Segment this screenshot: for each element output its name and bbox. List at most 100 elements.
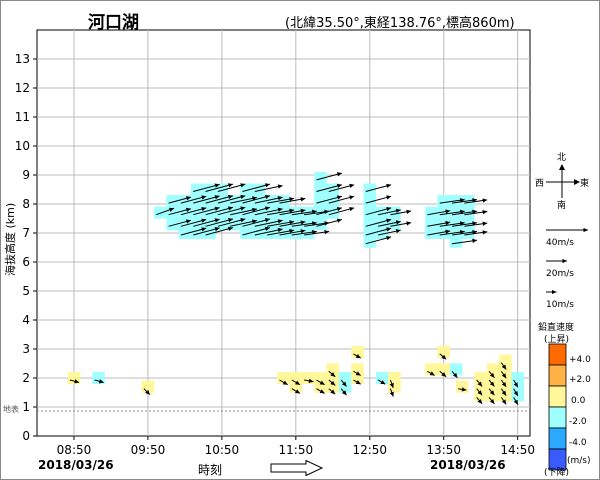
obs-cell (264, 206, 278, 219)
obs-cell (240, 206, 253, 219)
obs-cell (240, 218, 253, 231)
wind-arrow (316, 218, 342, 227)
wind-arrow (69, 379, 80, 384)
wind-arrow (168, 207, 192, 216)
wind-arrow (180, 227, 207, 236)
obs-cell (363, 206, 377, 219)
wind-arrow (230, 196, 258, 204)
obs-cell (425, 218, 438, 231)
wind-arrow (353, 379, 361, 385)
wind-arrow (205, 226, 234, 236)
compass-south: 南 (557, 201, 567, 211)
vv-legend-bottom-note: (下降) (544, 468, 570, 478)
wind-arrow (328, 388, 336, 395)
wind-arrow (500, 388, 507, 396)
date-left: 2018/03/26 (38, 458, 114, 472)
x-tick-label: 10:50 (205, 443, 240, 457)
wind-arrow (205, 183, 234, 192)
wind-arrow (193, 226, 220, 236)
compass-east: 東 (580, 179, 590, 189)
obs-cell (388, 372, 401, 384)
vv-label-m2: -2.0 (569, 417, 587, 427)
wind-arrow (291, 209, 317, 216)
wind-arrow (353, 370, 361, 376)
obs-cell (314, 171, 327, 184)
wind-arrow (267, 220, 295, 227)
wind-scale-10: 10m/s (546, 300, 574, 310)
station-title: 河口湖 (88, 13, 139, 33)
wind-arrow (451, 229, 478, 236)
wind-arrow (476, 379, 483, 387)
wind-arrow (513, 397, 519, 405)
wind-arrow (242, 218, 271, 227)
wind-arrow (291, 388, 301, 394)
wind-arrow (267, 196, 295, 204)
wind-scale-40: 40m/s (546, 238, 574, 248)
wind-arrow (193, 183, 220, 192)
wind-arrow (458, 387, 467, 392)
wind-arrow (193, 218, 220, 227)
vv-label-0: 0.0 (571, 396, 586, 406)
wind-arrow (328, 195, 355, 204)
date-right: 2018/03/26 (430, 458, 506, 472)
wind-arrow (304, 378, 314, 384)
wind-arrow (316, 379, 325, 386)
wind-arrow (427, 209, 451, 216)
legend-layer (546, 164, 588, 471)
arrow-layer (69, 172, 519, 405)
obs-cell (437, 195, 450, 208)
vv-label-p2: +2.0 (569, 375, 591, 385)
wind-arrow (365, 195, 392, 204)
y-tick-label: 6 (22, 255, 30, 269)
ground-label: 地表 (3, 405, 19, 414)
x-tick-label: 08:50 (57, 443, 92, 457)
wind-arrow (513, 379, 519, 388)
wind-arrow (488, 397, 495, 405)
wind-arrow (365, 235, 392, 245)
y-tick-label: 7 (22, 226, 30, 240)
x-tick-label: 12:50 (352, 443, 387, 457)
wind-arrow (217, 218, 246, 227)
obs-cell (511, 372, 524, 384)
wind-arrow (316, 206, 342, 216)
vv-color-swatch (548, 448, 567, 471)
wind-arrow (254, 227, 283, 236)
wind-arrow (377, 220, 401, 227)
wind-arrow (476, 388, 483, 396)
obs-cell (314, 183, 327, 196)
wind-arrow (513, 388, 519, 397)
wind-arrow (451, 221, 478, 227)
vv-color-swatch (548, 427, 567, 450)
wind-arrow (500, 362, 507, 370)
vv-legend-unit: (m/s) (567, 456, 591, 466)
wind-arrow (180, 206, 207, 216)
wind-arrow (168, 219, 192, 227)
wind-arrow (488, 370, 495, 379)
wind-arrow (500, 371, 507, 379)
vv-legend-top-note: (上昇) (544, 335, 570, 345)
wind-arrow (365, 218, 392, 227)
wind-arrow (464, 221, 488, 227)
compass-east-tip (574, 179, 580, 185)
wind-arrow (316, 172, 342, 181)
vv-legend-title: 鉛直速度 (538, 323, 575, 333)
wind-arrow (439, 209, 465, 216)
wind-arrow (390, 209, 412, 216)
wind-arrow (304, 229, 330, 236)
wind-arrow (205, 194, 234, 204)
obs-cell (425, 206, 438, 219)
wind-arrow (365, 183, 392, 192)
x-tick-label: 14:50 (500, 443, 535, 457)
wind-scale-arrow (546, 227, 588, 233)
obs-cell (190, 183, 204, 196)
wind-arrow (451, 370, 458, 379)
vv-color-swatch (548, 385, 567, 408)
vv-color-swatch (548, 343, 567, 366)
x-tick-label: 13:50 (426, 443, 461, 457)
y-tick-label: 9 (22, 168, 30, 182)
obs-cell (437, 218, 450, 231)
wind-arrow (193, 206, 220, 216)
y-tick-label: 11 (15, 110, 30, 124)
